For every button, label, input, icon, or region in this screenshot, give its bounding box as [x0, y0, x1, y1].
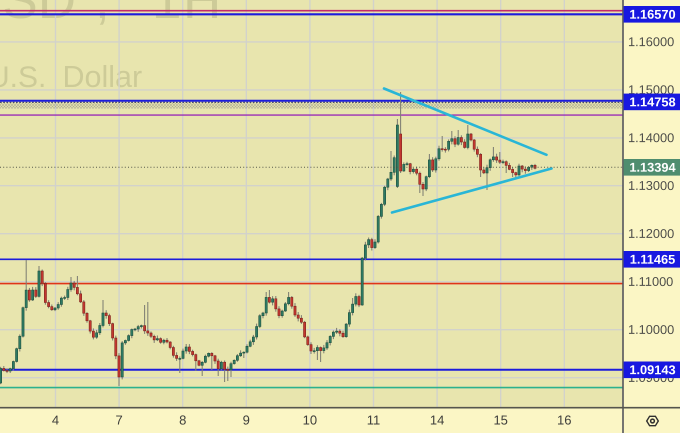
- svg-text:9: 9: [243, 412, 250, 427]
- svg-text:1.14000: 1.14000: [628, 130, 674, 145]
- svg-text:16: 16: [557, 412, 571, 427]
- svg-text:U.S.: U.S.: [0, 61, 46, 94]
- svg-text:7: 7: [115, 412, 122, 427]
- svg-text:1.10000: 1.10000: [628, 322, 674, 337]
- svg-text:1.15000: 1.15000: [628, 82, 674, 97]
- svg-text:10: 10: [303, 412, 317, 427]
- svg-text:11: 11: [367, 412, 381, 427]
- svg-text:15: 15: [493, 412, 507, 427]
- svg-text:1.11000: 1.11000: [628, 274, 673, 289]
- svg-text:1.16000: 1.16000: [628, 34, 674, 49]
- svg-text:4: 4: [52, 412, 59, 427]
- svg-text:8: 8: [179, 412, 186, 427]
- svg-text:1.13000: 1.13000: [628, 178, 674, 193]
- svg-text:1.13394: 1.13394: [629, 160, 676, 175]
- svg-text:1.16570: 1.16570: [629, 7, 675, 22]
- svg-text:1.12000: 1.12000: [628, 226, 674, 241]
- svg-text:1.09143: 1.09143: [629, 362, 675, 377]
- svg-text:14: 14: [430, 412, 444, 427]
- svg-text:1.14758: 1.14758: [629, 94, 675, 109]
- svg-text:Dollar: Dollar: [63, 60, 143, 94]
- svg-text:1.11465: 1.11465: [630, 252, 676, 267]
